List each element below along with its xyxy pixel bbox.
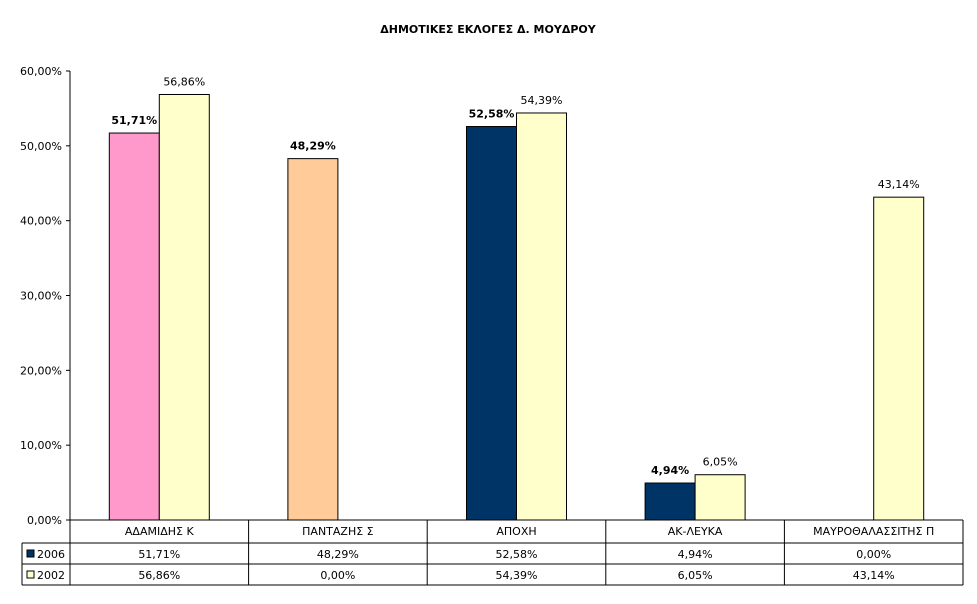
chart-title: ΔΗΜΟΤΙΚΕΣ ΕΚΛΟΓΕΣ Δ. ΜΟΥΔΡΟΥ (380, 23, 596, 36)
y-tick-label: 10,00% (20, 439, 62, 452)
bar-2002-4 (873, 196, 925, 521)
y-tick-label: 40,00% (20, 215, 62, 228)
table-cell: 52,58% (496, 548, 538, 561)
bar-2006-2 (466, 126, 517, 521)
table-cell: 4,94% (678, 548, 713, 561)
legend-key-2006 (26, 549, 35, 558)
data-label-2002-2: 54,39% (521, 94, 563, 107)
table-cell: 48,29% (317, 548, 359, 561)
data-label-2006-2: 52,58% (469, 108, 515, 121)
table-cell: 54,39% (496, 569, 538, 582)
bar-2006-0 (108, 132, 160, 521)
legend-key-2002 (26, 570, 35, 579)
data-label-2002-3: 6,05% (703, 456, 738, 469)
y-tick-label: 30,00% (20, 290, 62, 303)
data-label-2006-0: 51,71% (111, 114, 157, 127)
table-cell: 6,05% (678, 569, 713, 582)
data-label-2002-4: 43,14% (878, 178, 920, 191)
bars (108, 93, 925, 521)
x-category-label: ΠΑΝΤΑΖΗΣ Σ (302, 525, 374, 538)
y-tick-label: 20,00% (20, 364, 62, 377)
data-table: ΑΔΑΜΙΔΗΣ Κ ΠΑΝΤΑΖΗΣ Σ ΑΠΟΧΗ ΑΚ-ΛΕΥΚΑ ΜΑΥΡΟΘΑ… (21, 519, 964, 586)
table-cell: 51,71% (138, 548, 180, 561)
data-labels: 51,71% 48,29% 52,58% 4,94% 56,86% 54,39% 6,05%… (111, 75, 919, 477)
x-category-label: ΜΑΥΡΟΘΑΛΑΣΣΙΤΗΣ Π (813, 525, 934, 538)
y-tick-label: 50,00% (20, 140, 62, 153)
bar-2006-3 (644, 482, 696, 521)
bar-2006-1 (287, 158, 339, 521)
table-cell: 43,14% (853, 569, 895, 582)
data-label-2002-0: 56,86% (163, 75, 205, 88)
legend-label: 2006 (37, 548, 65, 561)
y-axis: 0,00% 10,00% 20,00% 30,00% 40,00% 50,00% 60,00… (20, 65, 71, 527)
bar-2002-2 (516, 112, 567, 521)
data-label-2006-1: 48,29% (290, 140, 336, 153)
bar-2002-0 (158, 93, 210, 521)
legend-label: 2002 (37, 569, 65, 582)
y-tick-label: 60,00% (20, 65, 62, 78)
table-cell: 56,86% (138, 569, 180, 582)
data-label-2006-3: 4,94% (651, 464, 689, 477)
x-category-label: ΑΠΟΧΗ (496, 525, 536, 538)
table-cell: 0,00% (320, 569, 355, 582)
y-tick-label: 0,00% (27, 514, 62, 527)
table-cell: 0,00% (856, 548, 891, 561)
x-category-label: ΑΚ-ΛΕΥΚΑ (668, 525, 723, 538)
bar-2002-3 (694, 474, 746, 521)
x-category-label: ΑΔΑΜΙΔΗΣ Κ (125, 525, 195, 538)
